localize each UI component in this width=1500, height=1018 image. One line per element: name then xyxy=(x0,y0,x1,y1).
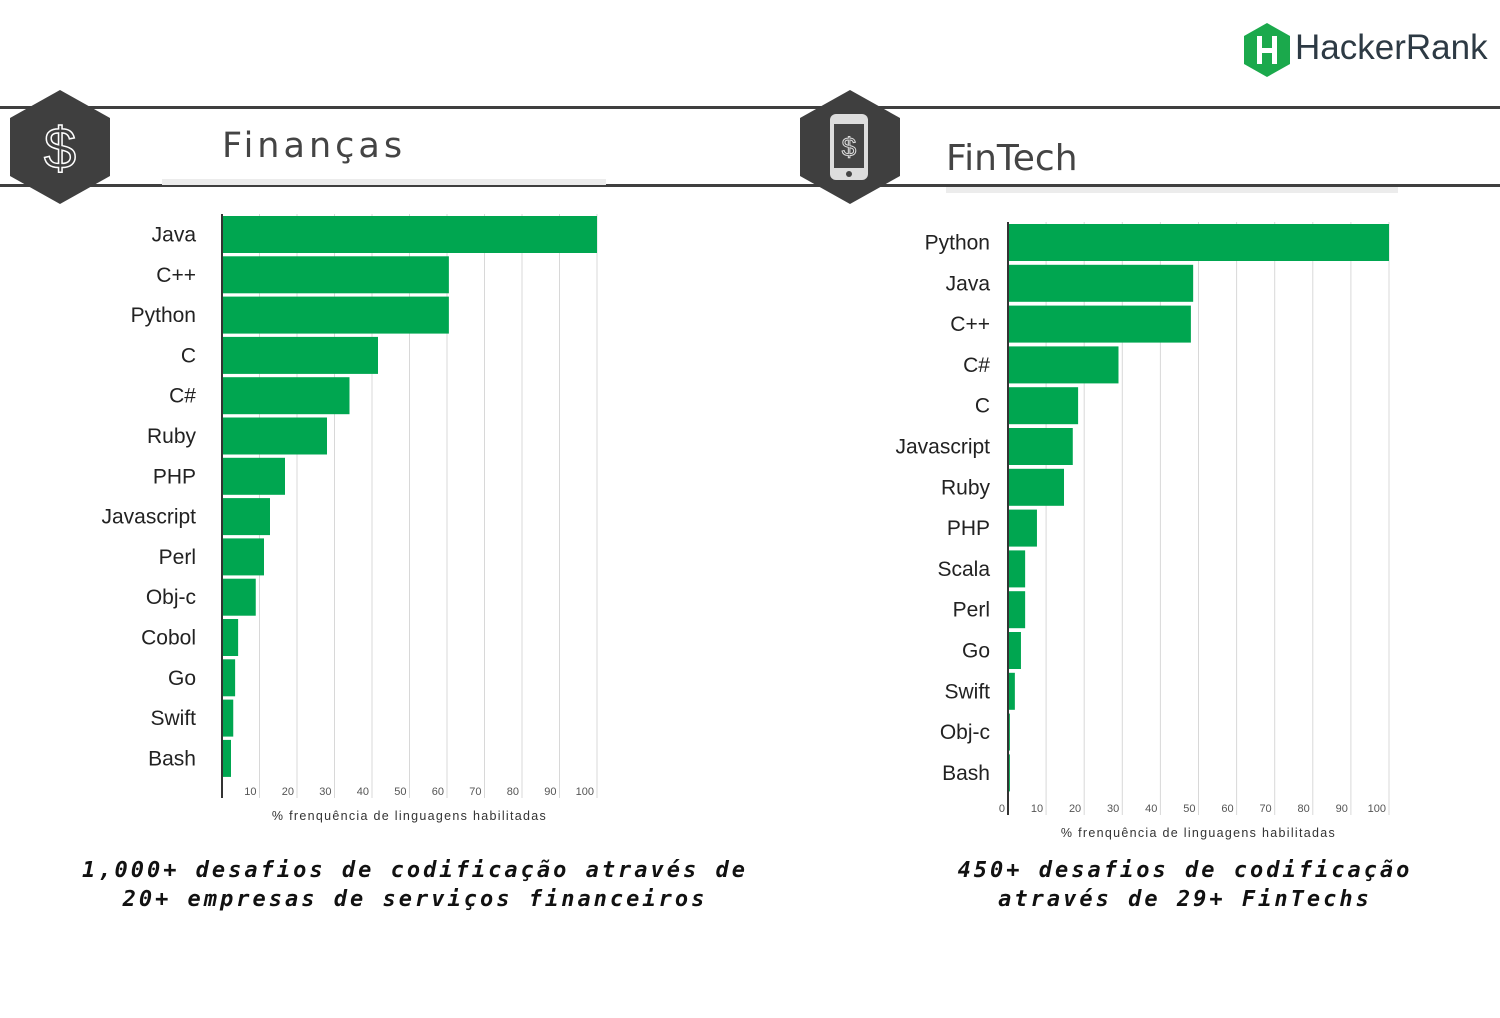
bar-go xyxy=(222,659,236,697)
category-label: Obj-c xyxy=(940,721,990,744)
category-label: Javascript xyxy=(895,436,990,459)
category-label: C# xyxy=(169,385,196,408)
category-label: C++ xyxy=(950,313,990,336)
bar-ruby xyxy=(222,417,327,455)
bar-python xyxy=(222,296,449,334)
category-label: Go xyxy=(168,667,196,690)
bar-swift xyxy=(222,699,234,737)
title-underline-left xyxy=(162,179,606,185)
category-label: PHP xyxy=(153,465,196,488)
category-label: Scala xyxy=(937,558,990,581)
bar-javascript xyxy=(222,498,270,536)
x-tick-label: 50 xyxy=(394,786,406,798)
x-tick-label: 80 xyxy=(507,786,519,798)
category-label: Bash xyxy=(148,747,196,770)
x-axis-label: % frenquência de linguagens habilitadas xyxy=(1061,826,1336,840)
caption-line: 450+ desafios de codificação xyxy=(957,858,1413,883)
bar-obj-c xyxy=(222,578,256,616)
bar-bash xyxy=(222,739,231,777)
bar-scala xyxy=(1008,550,1026,588)
category-label: Ruby xyxy=(147,425,197,448)
x-tick-label: 80 xyxy=(1298,803,1310,815)
category-label: Obj-c xyxy=(146,586,196,609)
bar-ruby xyxy=(1008,468,1065,506)
x-tick-label: 40 xyxy=(1145,803,1157,815)
bar-c++ xyxy=(222,256,449,294)
bar-java xyxy=(1008,264,1194,302)
x-axis-label: % frenquência de linguagens habilitadas xyxy=(272,809,547,823)
category-label: PHP xyxy=(947,517,990,540)
dollar-icon: $ xyxy=(10,90,110,204)
header-top-rule xyxy=(0,106,1500,109)
x-tick-label: 30 xyxy=(1107,803,1119,815)
header-bottom-rule xyxy=(0,184,1500,187)
x-tick-label: 30 xyxy=(319,786,331,798)
bar-perl xyxy=(222,538,264,576)
x-tick-label: 60 xyxy=(432,786,444,798)
caption-fintech: 450+ desafios de codificação através de … xyxy=(880,856,1490,914)
x-tick-label: 50 xyxy=(1183,803,1195,815)
chart-financas: 10 20 30 40 50 60 70 80 90 100 Java C++ Python C C# Rub… xyxy=(101,214,598,823)
bar-c xyxy=(222,336,378,374)
category-label: Ruby xyxy=(941,476,991,499)
caption-line: através de 29+ FinTechs xyxy=(998,887,1372,912)
bar-c# xyxy=(1008,346,1119,384)
x-tick-label: 10 xyxy=(244,786,256,798)
x-tick-label: 60 xyxy=(1221,803,1233,815)
x-tick-label: 10 xyxy=(1031,803,1043,815)
category-label: Swift xyxy=(150,707,196,730)
logo-text: HackerRank xyxy=(1295,28,1488,67)
category-label: C# xyxy=(963,354,990,377)
category-label: Perl xyxy=(159,546,196,569)
category-label: Java xyxy=(946,272,991,295)
category-label: C++ xyxy=(156,264,196,287)
caption-line: 20+ empresas de serviços financeiros xyxy=(122,887,708,912)
bar-c++ xyxy=(1008,305,1191,343)
caption-line: 1,000+ desafios de codificação através d… xyxy=(81,858,749,883)
category-label: C xyxy=(975,395,990,418)
bar-python xyxy=(1008,224,1389,261)
hackerrank-logo-icon xyxy=(1244,23,1290,77)
x-tick-label: 70 xyxy=(1259,803,1271,815)
x-tick-label: 90 xyxy=(544,786,556,798)
x-tick-label: 40 xyxy=(357,786,369,798)
svg-text:$: $ xyxy=(842,132,857,162)
bar-java xyxy=(222,216,597,253)
bar-php xyxy=(222,457,285,495)
mobile-dollar-icon: $ xyxy=(800,90,900,204)
category-label: Python xyxy=(925,232,990,255)
category-label: Java xyxy=(152,224,197,247)
bar-php xyxy=(1008,509,1037,547)
category-label: Swift xyxy=(944,680,990,703)
chart-fintech: 0 10 20 30 40 50 60 70 80 90 100 Python Java C++ C# C Ja… xyxy=(895,222,1390,840)
category-label: Bash xyxy=(942,762,990,785)
bar-swift xyxy=(1008,672,1015,710)
x-tick-label: 90 xyxy=(1336,803,1348,815)
x-tick-label: 20 xyxy=(1069,803,1081,815)
x-tick-label: 100 xyxy=(1368,803,1386,815)
category-label: Javascript xyxy=(101,506,196,529)
x-tick-label: 100 xyxy=(576,786,594,798)
x-tick-label: 70 xyxy=(469,786,481,798)
caption-financas: 1,000+ desafios de codificação através d… xyxy=(60,856,770,914)
category-label: Go xyxy=(962,640,990,663)
category-label: Python xyxy=(131,304,196,327)
category-label: Perl xyxy=(953,599,990,622)
bar-javascript xyxy=(1008,428,1073,465)
x-tick-label: 0 xyxy=(999,803,1005,815)
bar-c# xyxy=(222,377,350,415)
bar-perl xyxy=(1008,591,1026,629)
bar-cobol xyxy=(222,619,239,656)
svg-text:$: $ xyxy=(44,116,76,181)
x-tick-label: 20 xyxy=(282,786,294,798)
chart-title-fintech: FinTech xyxy=(946,138,1078,179)
category-label: Cobol xyxy=(141,627,196,650)
bar-go xyxy=(1008,632,1021,669)
title-underline-right xyxy=(946,187,1398,193)
bar-c xyxy=(1008,387,1079,425)
category-label: C xyxy=(181,344,196,367)
chart-title-financas: Finanças xyxy=(222,126,407,166)
